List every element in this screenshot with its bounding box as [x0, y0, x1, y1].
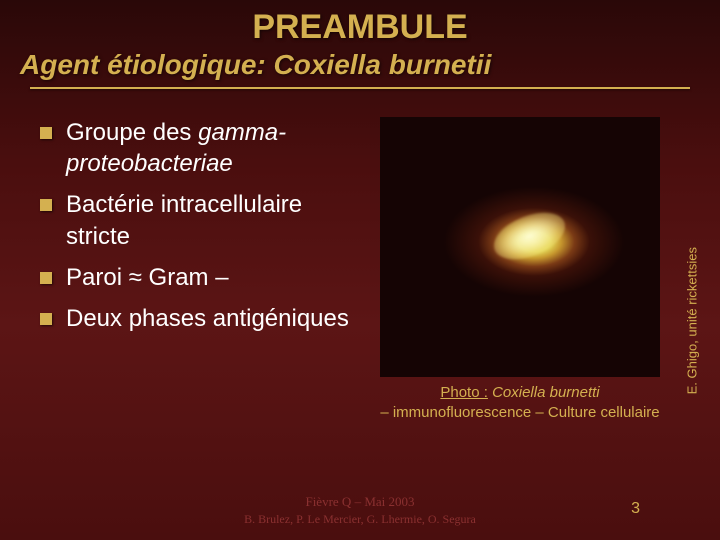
- page-number: 3: [631, 500, 640, 518]
- slide-title: PREAMBULE: [0, 0, 720, 47]
- bullet-text: Groupe des gamma-proteobacteriae: [66, 117, 370, 179]
- subtitle-prefix: Agent étiologique:: [20, 49, 274, 80]
- photo-credit: E. Ghigo, unité rickettsies: [684, 247, 699, 394]
- bullet-icon: [40, 313, 52, 325]
- content-area: Groupe des gamma-proteobacteriae Bactéri…: [0, 89, 720, 422]
- caption-label: Photo :: [440, 384, 488, 401]
- bullet-icon: [40, 272, 52, 284]
- bullet-icon: [40, 127, 52, 139]
- caption-line2: – immunofluorescence – Culture cellulair…: [380, 404, 659, 421]
- caption-species: Coxiella burnetti: [492, 384, 600, 401]
- slide-footer: Fièvre Q – Mai 2003 B. Brulez, P. Le Mer…: [0, 493, 720, 528]
- list-item: Paroi ≈ Gram –: [40, 262, 370, 293]
- photo-caption: Photo : Coxiella burnetti – immunofluore…: [340, 383, 700, 422]
- bullet-icon: [40, 199, 52, 211]
- footer-event: Fièvre Q – Mai 2003: [0, 493, 720, 511]
- subtitle-species: Coxiella burnetii: [274, 49, 492, 80]
- footer-authors: B. Brulez, P. Le Mercier, G. Lhermie, O.…: [0, 511, 720, 528]
- bullet-list: Groupe des gamma-proteobacteriae Bactéri…: [40, 117, 370, 422]
- bullet-text: Deux phases antigéniques: [66, 303, 370, 334]
- microscopy-photo: [380, 117, 660, 377]
- list-item: Deux phases antigéniques: [40, 303, 370, 334]
- list-item: Bactérie intracellulaire stricte: [40, 189, 370, 251]
- bullet-plain: Groupe des: [66, 119, 198, 146]
- bullet-text: Bactérie intracellulaire stricte: [66, 189, 370, 251]
- figure-area: E. Ghigo, unité rickettsies Photo : Coxi…: [380, 117, 680, 422]
- list-item: Groupe des gamma-proteobacteriae: [40, 117, 370, 179]
- bullet-text: Paroi ≈ Gram –: [66, 262, 370, 293]
- slide-subtitle: Agent étiologique: Coxiella burnetii: [0, 47, 720, 81]
